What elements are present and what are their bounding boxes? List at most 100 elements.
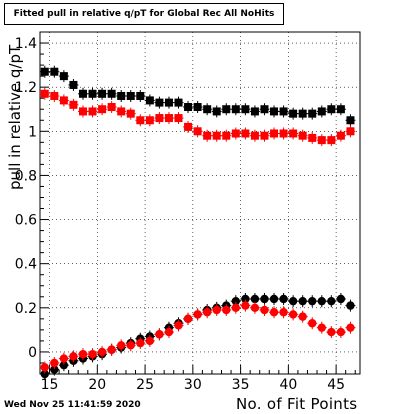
data-point-circle xyxy=(231,296,241,306)
data-point-circle xyxy=(59,360,69,370)
grid-lines xyxy=(40,32,360,374)
data-point-square xyxy=(126,109,135,118)
data-point-square xyxy=(212,107,221,116)
data-point-square xyxy=(327,105,336,114)
data-point-circle xyxy=(50,358,59,368)
data-point-square xyxy=(69,100,78,109)
data-point-square xyxy=(231,129,240,138)
data-point-square xyxy=(78,89,87,98)
data-point-square xyxy=(241,129,250,138)
y-tick-label: 1.2 xyxy=(15,80,37,96)
data-point-circle xyxy=(288,310,298,319)
data-point-square xyxy=(279,107,288,116)
y-tick-label: 1.4 xyxy=(15,36,37,52)
y-tick-label: 0.6 xyxy=(15,213,37,229)
data-point-square xyxy=(117,91,126,100)
data-point-circle xyxy=(222,305,231,315)
data-point-circle xyxy=(164,327,174,337)
data-point-square xyxy=(50,67,59,76)
data-point-circle xyxy=(193,310,202,319)
y-axis-label: pull in relative q/pT xyxy=(6,44,24,190)
data-point-square xyxy=(50,91,59,100)
data-point-square xyxy=(155,114,164,123)
data-point-circle xyxy=(288,296,298,306)
data-point-square xyxy=(203,131,212,140)
data-point-square xyxy=(174,114,183,123)
data-point-square xyxy=(193,127,202,136)
data-point-square xyxy=(136,91,145,100)
data-point-square xyxy=(78,107,87,116)
data-point-square xyxy=(212,131,221,140)
data-point-square xyxy=(174,98,183,107)
data-point-square xyxy=(317,136,326,145)
data-point-circle xyxy=(88,349,97,359)
data-point-square xyxy=(184,103,193,112)
data-point-circle xyxy=(308,296,317,306)
data-point-square xyxy=(308,109,317,118)
data-point-circle xyxy=(126,341,135,350)
data-point-circle xyxy=(260,305,269,315)
x-tick-label: 40 xyxy=(279,377,297,393)
data-point-circle xyxy=(298,296,307,306)
data-point-circle xyxy=(317,323,326,332)
data-point-square xyxy=(98,89,107,98)
chart-title: Fitted pull in relative q/pT for Global … xyxy=(4,3,284,25)
data-point-square xyxy=(270,129,279,138)
data-point-square xyxy=(145,116,154,125)
data-point-square xyxy=(222,131,231,140)
data-point-square xyxy=(193,103,202,112)
data-point-square xyxy=(59,96,68,105)
series-2 xyxy=(39,87,356,147)
data-point-square xyxy=(231,105,240,114)
x-tick-label: 45 xyxy=(327,377,345,393)
data-point-circle xyxy=(241,301,250,310)
data-point-square xyxy=(136,116,145,125)
data-point-circle xyxy=(145,336,155,346)
data-point-circle xyxy=(298,312,307,321)
data-point-circle xyxy=(317,296,326,306)
data-point-circle xyxy=(59,354,69,363)
data-point-square xyxy=(289,109,298,118)
data-point-square xyxy=(40,67,49,76)
data-point-square xyxy=(107,103,116,112)
data-point-circle xyxy=(40,363,49,372)
data-point-square xyxy=(346,116,355,125)
y-tick-label: 1 xyxy=(28,124,37,140)
axis-ticks xyxy=(39,31,356,375)
y-tick-label: 0.2 xyxy=(15,301,37,317)
data-point-square xyxy=(327,136,336,145)
data-point-circle xyxy=(327,296,336,306)
data-point-circle xyxy=(308,319,317,328)
x-tick-label: 20 xyxy=(88,377,106,393)
tick-labels: 15 20 25 30 35 40 45 0 0.2 0.4 0.6 0.8 1 1.2 1.4 xyxy=(15,36,345,393)
data-point-square xyxy=(270,107,279,116)
data-point-square xyxy=(241,105,250,114)
data-point-circle xyxy=(250,303,260,313)
x-tick-label: 25 xyxy=(136,377,154,393)
data-point-circle xyxy=(212,305,221,315)
data-point-square xyxy=(126,91,135,100)
data-point-square xyxy=(88,89,97,98)
data-point-circle xyxy=(346,301,355,310)
data-series xyxy=(39,65,356,380)
data-point-square xyxy=(117,107,126,116)
data-point-square xyxy=(88,107,97,116)
data-point-circle xyxy=(107,345,116,354)
data-point-square xyxy=(336,105,345,114)
data-point-circle xyxy=(155,330,164,339)
data-point-circle xyxy=(279,308,288,317)
data-point-circle xyxy=(269,308,279,317)
data-point-circle xyxy=(174,321,183,330)
data-point-circle xyxy=(336,327,346,337)
data-point-square xyxy=(98,105,107,114)
data-point-square xyxy=(250,131,259,140)
data-point-circle xyxy=(136,338,145,348)
y-tick-label: 0.8 xyxy=(15,168,37,184)
timestamp: Wed Nov 25 11:41:59 2020 xyxy=(4,400,141,410)
y-tick-label: 0.4 xyxy=(15,257,37,273)
data-point-circle xyxy=(97,347,107,357)
data-point-square xyxy=(250,107,259,116)
x-axis-label: No. of Fit Points xyxy=(236,395,358,413)
data-point-square xyxy=(59,72,68,81)
data-point-square xyxy=(298,131,307,140)
